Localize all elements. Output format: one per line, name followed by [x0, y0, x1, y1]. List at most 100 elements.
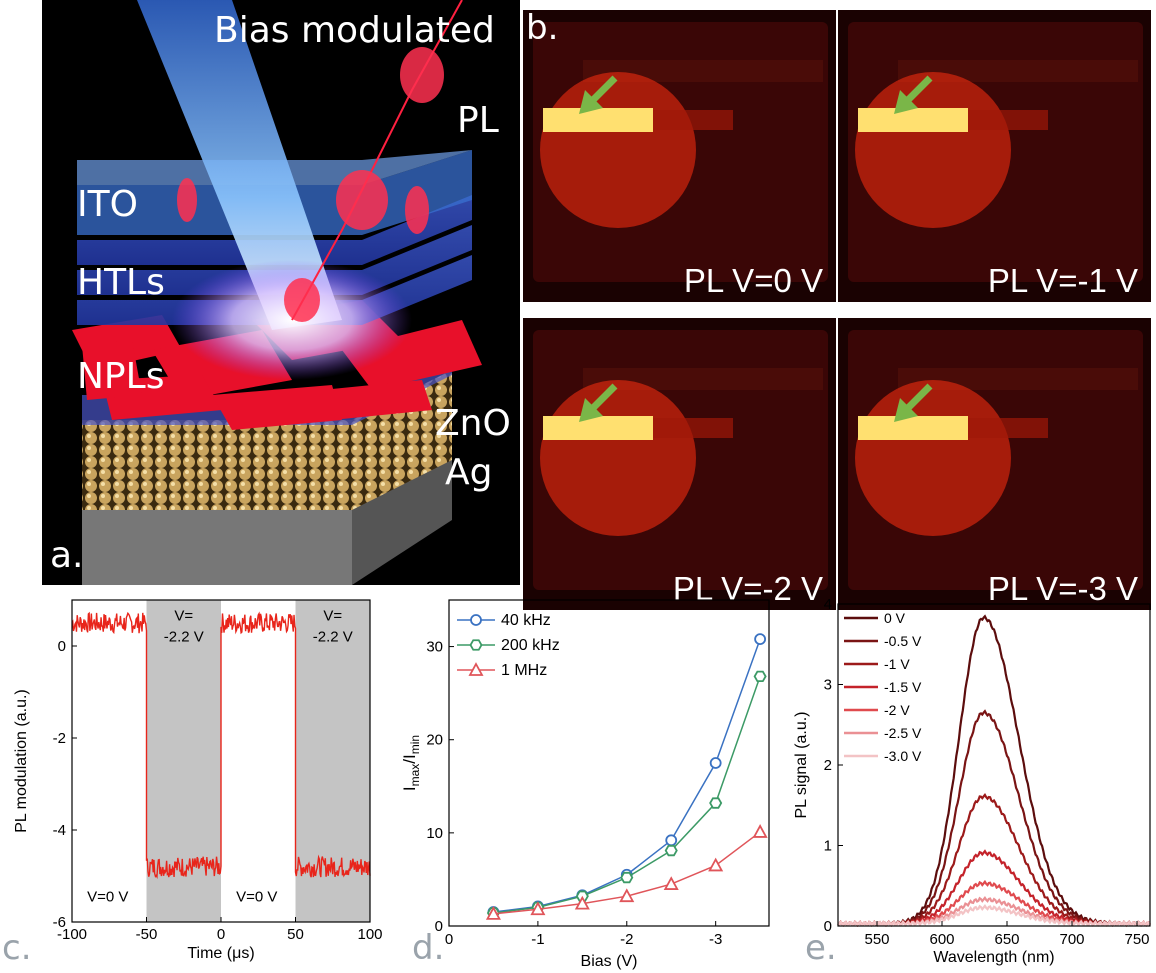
- y-tick-label: 10: [426, 825, 443, 842]
- data-point: [619, 888, 635, 903]
- legend-label: -2 V: [884, 702, 910, 718]
- x-tick-label: 700: [1059, 931, 1084, 948]
- y-axis-label-text: Imax/Imin: [400, 735, 422, 791]
- indicator-arrow: [588, 75, 618, 105]
- pixel-electrode: [968, 110, 1048, 130]
- annotation: V=: [174, 608, 193, 625]
- panel-a-letter: a.: [50, 535, 84, 576]
- label-ag: Ag: [445, 452, 493, 493]
- y-tick-label: 20: [426, 732, 443, 749]
- emitting-pixel: [543, 416, 653, 440]
- x-tick-label: 650: [994, 931, 1019, 948]
- emitting-pixel: [858, 108, 968, 132]
- x-tick-label: 0: [217, 926, 225, 943]
- panel-e-letter: e.: [805, 928, 837, 968]
- legend-label: -3.0 V: [884, 748, 922, 764]
- legend-label: 200 kHz: [501, 637, 560, 654]
- indicator-arrow: [588, 383, 618, 413]
- y-tick-label: -6: [53, 914, 66, 931]
- legend-label: -2.5 V: [884, 725, 922, 741]
- x-tick-label: -1: [531, 931, 544, 948]
- label-htls: HTLs: [77, 262, 165, 303]
- y-tick-label: 0: [58, 638, 66, 655]
- device-photo-0: PL V=0 V: [523, 10, 836, 302]
- x-tick-label: 550: [864, 931, 889, 948]
- pixel-electrode: [653, 418, 733, 438]
- label-pl: PL: [457, 100, 499, 141]
- label-ito: ITO: [77, 184, 138, 225]
- chart-d-imax-imin: 0 -1 -2 -3 0 10 20 30 40 kHz 200 kHz 1 MHz Bias (V)…: [400, 599, 770, 970]
- label-zno: ZnO: [435, 403, 511, 444]
- ag-layer: [82, 370, 452, 510]
- data-point: [620, 871, 634, 884]
- plot-frame: [448, 599, 770, 927]
- chart-e-pl-spectra: 0 V -0.5 V -1 V -1.5 V -2 V -2.5 V -3.0 V 550 60…: [793, 596, 1151, 966]
- indicator-arrowhead: [579, 90, 603, 114]
- htl-layer-1: [77, 195, 472, 265]
- emitting-pixel: [858, 416, 968, 440]
- x-tick-label: 100: [357, 926, 382, 943]
- x-tick-label: -50: [136, 926, 158, 943]
- annotation: -2.2 V: [313, 628, 353, 645]
- device-photo-2: PL V=-2 V: [523, 318, 836, 610]
- annotation: V=: [323, 608, 342, 625]
- indicator-arrowhead: [894, 398, 918, 422]
- annotation: V=0 V: [236, 888, 277, 905]
- y-axis-label: PL signal (a.u.): [793, 711, 810, 818]
- y-tick-label: 4: [824, 596, 832, 613]
- data-point: [709, 797, 723, 809]
- data-point: [753, 670, 767, 683]
- data-point: [754, 633, 767, 646]
- y-axis-label-part: /I: [400, 754, 419, 763]
- y-tick-label: 0: [824, 918, 832, 935]
- device-stack-drawing: [72, 0, 482, 585]
- x-tick-label: -3: [709, 931, 722, 948]
- data-point: [663, 876, 679, 890]
- legend-label: -1.5 V: [884, 679, 922, 695]
- data-point: [752, 824, 768, 838]
- label-bias-modulated: Bias modulated: [214, 10, 495, 51]
- photo-caption: PL V=-1 V: [988, 262, 1138, 299]
- spectrum-line: [837, 904, 1151, 928]
- pixel-electrode: [968, 418, 1048, 438]
- data-point: [574, 895, 590, 910]
- legend-label: 1 MHz: [501, 662, 547, 679]
- y-tick-label: 3: [824, 677, 832, 694]
- legend-label: 40 kHz: [501, 612, 551, 629]
- npls-layer: [72, 300, 482, 430]
- legend-label: -0.5 V: [884, 633, 922, 649]
- emission-glow: [855, 72, 1011, 228]
- device-photo-3: PL V=-3 V: [838, 318, 1151, 610]
- data-point: [530, 901, 546, 916]
- chart-c-pl-modulation: -100 -50 0 50 100 -6 -4 -2 0 V= -2.2 V V= -2.2 V V=0 …: [13, 599, 383, 962]
- data-point: [664, 844, 678, 857]
- x-axis-label: Wavelength (nm): [933, 949, 1054, 966]
- legend-label: 0 V: [884, 610, 906, 626]
- y-tick-label: -2: [53, 730, 66, 747]
- photo-caption: PL V=-3 V: [988, 570, 1138, 607]
- data-point: [709, 757, 722, 769]
- indicator-arrowhead: [894, 90, 918, 114]
- y-tick-label: 0: [435, 918, 443, 935]
- y-tick-label: 2: [824, 757, 832, 774]
- excitation-beam: [137, 0, 342, 330]
- spectrum-line: [837, 895, 1151, 928]
- data-point: [665, 834, 678, 847]
- panel-d-letter: d.: [412, 928, 445, 968]
- y-axis-label-part: max: [408, 764, 422, 787]
- x-axis-label: Bias (V): [581, 953, 638, 970]
- x-tick-label: 50: [287, 926, 304, 943]
- spectrum-line: [837, 849, 1151, 928]
- x-tick-label: -100: [57, 926, 87, 943]
- pl-wavepackets: [177, 47, 444, 322]
- x-tick-label: 600: [929, 931, 954, 948]
- emission-glow: [855, 380, 1011, 536]
- y-axis-label: Imax/Imin: [400, 735, 422, 791]
- y-axis-label-part: I: [400, 786, 419, 791]
- data-point: [485, 906, 501, 920]
- annotation: -2.2 V: [164, 628, 204, 645]
- x-tick-label: 0: [445, 931, 453, 948]
- y-tick-label: 30: [426, 639, 443, 656]
- data-point: [708, 857, 724, 872]
- y-axis-label: PL modulation (a.u.): [13, 689, 30, 832]
